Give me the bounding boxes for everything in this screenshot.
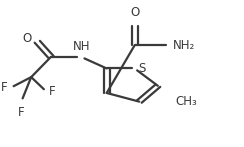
Text: S: S [138, 62, 145, 75]
Text: NH: NH [72, 40, 90, 53]
Text: F: F [49, 85, 56, 98]
Text: F: F [17, 106, 24, 119]
Text: F: F [1, 81, 8, 94]
Text: O: O [130, 6, 139, 19]
Text: NH₂: NH₂ [173, 39, 195, 52]
Text: O: O [22, 32, 31, 45]
Text: CH₃: CH₃ [175, 95, 197, 108]
